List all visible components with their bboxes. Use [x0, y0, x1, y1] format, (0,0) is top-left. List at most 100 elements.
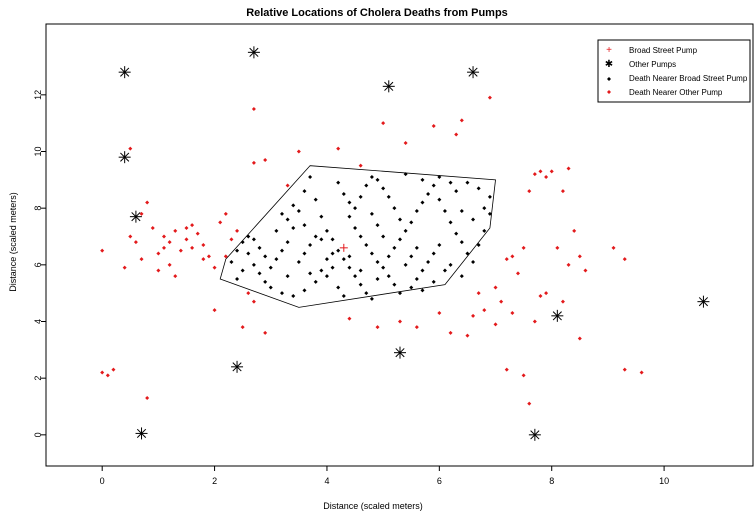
death-nearer-broad-street-pump-point	[471, 260, 476, 264]
death-nearer-broad-street-pump-point	[465, 180, 470, 185]
death-nearer-broad-street-pump-point	[308, 175, 313, 179]
y-tick-label: 10	[33, 146, 43, 156]
death-nearer-other-pump-point	[459, 118, 464, 123]
y-tick-label: 8	[33, 206, 43, 211]
death-nearer-broad-street-pump-point	[291, 294, 296, 298]
other-pump-marker	[118, 151, 131, 164]
death-nearer-broad-street-pump-point	[409, 254, 414, 259]
death-nearer-broad-street-pump-point	[375, 277, 380, 281]
death-nearer-broad-street-pump-point	[285, 217, 290, 222]
legend-broad-street-pump-marker: +	[606, 45, 612, 56]
death-nearer-other-pump-point	[381, 121, 386, 126]
death-nearer-broad-street-pump-point	[251, 237, 256, 242]
death-nearer-broad-street-pump-point	[398, 291, 402, 296]
death-nearer-other-pump-point	[195, 231, 200, 236]
death-nearer-other-pump-point	[184, 226, 189, 230]
other-pump-marker-stroke	[120, 67, 130, 77]
death-nearer-broad-street-pump-point	[274, 257, 279, 262]
death-nearer-other-pump-point	[162, 245, 166, 250]
death-nearer-other-pump-point	[544, 291, 549, 296]
death-nearer-broad-street-pump-point	[420, 200, 425, 205]
death-nearer-broad-street-pump-point	[246, 234, 251, 239]
death-nearer-other-pump-point	[566, 166, 571, 171]
death-nearer-other-pump-point	[448, 330, 453, 335]
death-nearer-broad-street-pump-point	[369, 251, 374, 256]
death-nearer-other-pump-point	[296, 149, 301, 154]
plot-layer	[100, 46, 710, 441]
death-nearer-other-pump-point	[190, 223, 195, 228]
death-nearer-broad-street-pump-point	[324, 228, 329, 233]
death-nearer-broad-street-pump-point	[386, 274, 391, 279]
death-nearer-other-pump-point	[128, 234, 133, 239]
legend: + Broad Street Pump ✱ Other Pumps Death …	[597, 39, 751, 103]
death-nearer-other-pump-point	[100, 248, 105, 253]
death-nearer-broad-street-pump-point	[437, 243, 442, 247]
death-nearer-other-pump-point	[487, 95, 492, 100]
death-nearer-broad-street-pump-point	[459, 240, 464, 245]
death-nearer-broad-street-pump-point	[313, 279, 318, 284]
other-pump-marker	[135, 427, 148, 440]
death-nearer-broad-street-pump-point	[246, 251, 251, 256]
death-nearer-broad-street-pump-point	[442, 268, 447, 273]
death-nearer-other-pump-point	[437, 311, 442, 315]
death-nearer-broad-street-pump-point	[341, 294, 346, 298]
death-nearer-other-pump-point	[212, 308, 217, 313]
death-nearer-broad-street-pump-point	[235, 248, 240, 253]
death-nearer-other-pump-point	[190, 245, 195, 250]
death-nearer-broad-street-pump-point	[448, 220, 453, 225]
other-pump-marker-stroke	[136, 428, 147, 439]
death-nearer-other-pump-point	[251, 107, 256, 111]
death-nearer-other-pump-point	[471, 313, 476, 318]
death-nearer-broad-street-pump-point	[319, 214, 324, 219]
death-nearer-other-pump-point	[122, 265, 127, 270]
death-nearer-other-pump-point	[111, 367, 116, 372]
death-nearer-broad-street-pump-point	[302, 288, 307, 293]
death-nearer-broad-street-pump-point	[353, 226, 358, 230]
death-nearer-broad-street-pump-point	[263, 279, 268, 284]
death-nearer-other-pump-point	[156, 251, 161, 256]
legend-other-pumps-marker: ✱	[605, 59, 613, 70]
death-nearer-other-pump-point	[178, 248, 183, 253]
death-nearer-broad-street-pump-point	[487, 211, 492, 216]
death-nearer-broad-street-pump-point	[336, 285, 341, 290]
death-nearer-broad-street-pump-point	[386, 194, 391, 199]
death-nearer-other-pump-point	[516, 271, 520, 276]
x-tick-label: 4	[324, 476, 329, 486]
plot-frame	[45, 23, 754, 467]
death-nearer-broad-street-pump-point	[268, 265, 273, 270]
other-pump-marker	[697, 295, 710, 308]
death-nearer-broad-street-pump-point	[240, 268, 245, 273]
death-nearer-broad-street-pump-point	[358, 234, 363, 239]
death-nearer-broad-street-pump-point	[398, 237, 402, 242]
death-nearer-other-pump-point	[398, 319, 402, 324]
death-nearer-broad-street-pump-point	[392, 245, 397, 250]
death-nearer-broad-street-pump-point	[280, 248, 284, 253]
other-pump-marker	[394, 346, 406, 359]
death-nearer-broad-street-pump-point	[353, 274, 358, 279]
other-pump-marker	[382, 80, 395, 93]
death-nearer-other-pump-point	[560, 189, 565, 194]
other-pump-marker-stroke	[131, 212, 141, 222]
legend-death-nearer-broad-street-pump-marker	[607, 77, 611, 81]
death-nearer-other-pump-point	[532, 319, 537, 324]
death-nearer-other-pump-point	[375, 325, 380, 330]
death-nearer-broad-street-pump-point	[482, 228, 487, 233]
x-axis-title: Distance (scaled meters)	[323, 501, 423, 511]
death-nearer-other-pump-point	[105, 373, 110, 378]
death-nearer-other-pump-point	[347, 316, 352, 321]
death-nearer-broad-street-pump-point	[302, 189, 307, 194]
death-nearer-other-pump-point	[482, 308, 487, 313]
death-nearer-broad-street-pump-point	[437, 197, 442, 202]
death-nearer-broad-street-pump-point	[347, 265, 352, 270]
other-pump-marker	[118, 66, 131, 79]
death-nearer-broad-street-pump-point	[324, 274, 329, 279]
death-nearer-other-pump-point	[521, 245, 526, 250]
death-nearer-other-pump-point	[499, 299, 504, 304]
death-nearer-other-pump-point	[572, 228, 577, 233]
death-nearer-other-pump-point	[263, 330, 268, 335]
death-nearer-other-pump-point	[285, 183, 290, 188]
legend-death-nearer-broad-street-pump-label: Death Nearer Broad Street Pump	[629, 74, 748, 83]
death-nearer-broad-street-pump-point	[358, 194, 363, 199]
death-nearer-broad-street-pump-point	[324, 257, 329, 262]
death-nearer-broad-street-pump-point	[414, 209, 419, 213]
